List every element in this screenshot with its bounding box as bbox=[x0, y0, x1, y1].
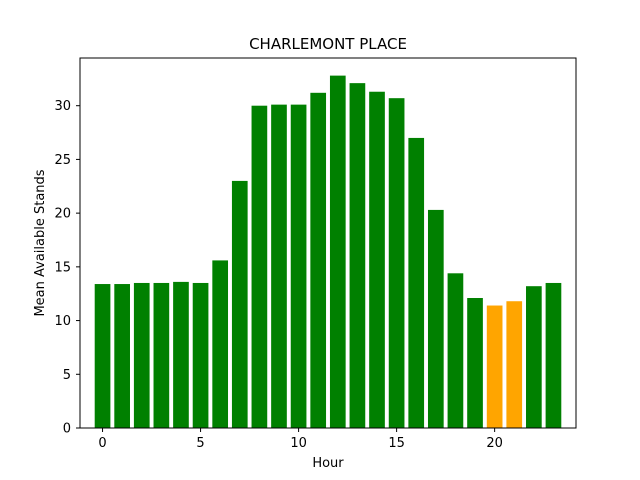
bar-hour-21 bbox=[506, 301, 523, 428]
bar-hour-15 bbox=[388, 98, 405, 428]
bar-hour-14 bbox=[369, 91, 385, 428]
y-tick-label: 15 bbox=[54, 260, 71, 275]
bar-hour-5 bbox=[192, 282, 209, 428]
bar-hour-23 bbox=[545, 282, 562, 428]
y-tick-label: 0 bbox=[63, 422, 71, 437]
y-tick-label: 30 bbox=[54, 99, 71, 114]
plot-frame bbox=[79, 57, 577, 429]
bar-hour-16 bbox=[408, 137, 425, 429]
y-axis-label: Mean Available Stands bbox=[33, 169, 48, 316]
y-tick-label: 5 bbox=[63, 368, 71, 383]
y-tick-label: 25 bbox=[54, 153, 71, 168]
bar-hour-1 bbox=[114, 284, 130, 428]
bar-hour-0 bbox=[94, 284, 111, 428]
bar-hour-19 bbox=[467, 298, 483, 428]
bar-hour-11 bbox=[310, 92, 327, 429]
x-tick-label: 15 bbox=[388, 436, 405, 451]
y-tick-label: 10 bbox=[54, 314, 71, 329]
x-axis-ticks: 0 5 10 15 20 bbox=[98, 428, 503, 451]
bar-hour-7 bbox=[231, 180, 248, 428]
y-tick-label: 20 bbox=[54, 207, 71, 222]
bar-hour-4 bbox=[173, 281, 189, 428]
x-tick-label: 10 bbox=[290, 436, 307, 451]
bar-hour-9 bbox=[271, 104, 287, 429]
bar-hour-12 bbox=[329, 75, 346, 428]
bar-hour-8 bbox=[251, 105, 268, 428]
x-axis-label: Hour bbox=[312, 456, 344, 471]
bar-hour-6 bbox=[212, 260, 229, 428]
bar-hour-13 bbox=[349, 83, 366, 428]
bars-group bbox=[94, 75, 562, 429]
x-tick-label: 0 bbox=[98, 436, 106, 451]
bar-hour-10 bbox=[290, 104, 307, 429]
x-tick-label: 20 bbox=[486, 436, 503, 451]
y-axis-ticks: 0 5 10 15 20 25 30 bbox=[54, 99, 80, 437]
chart-title: CHARLEMONT PLACE bbox=[249, 35, 407, 53]
bar-hour-20 bbox=[486, 305, 503, 428]
bar-hour-17 bbox=[427, 209, 444, 428]
bar-hour-22 bbox=[526, 286, 542, 428]
bar-hour-3 bbox=[153, 282, 170, 428]
bar-hour-2 bbox=[133, 282, 150, 428]
bar-hour-18 bbox=[447, 273, 464, 428]
x-tick-label: 5 bbox=[196, 436, 204, 451]
